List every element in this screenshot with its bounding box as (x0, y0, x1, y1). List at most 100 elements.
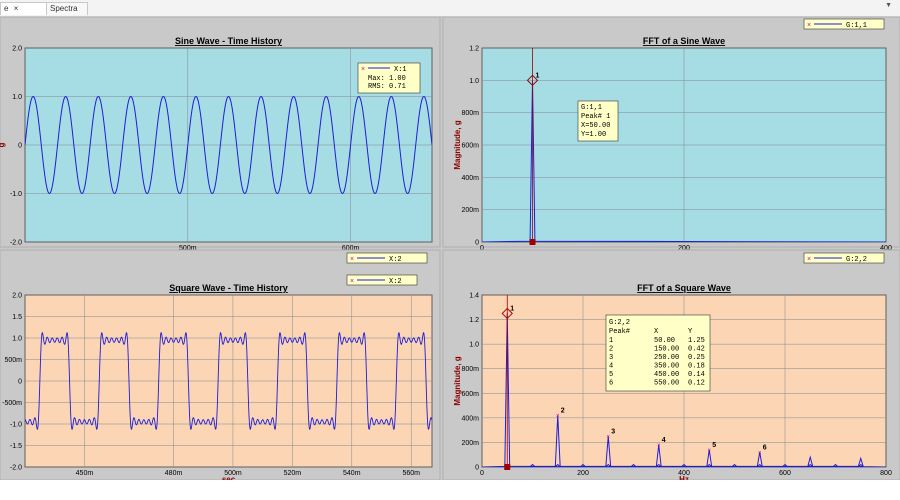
y-tick-label: 1.2 (469, 46, 479, 53)
x-tick-label: 400 (678, 470, 690, 477)
peak-marker-diamond (526, 74, 539, 87)
y-tick-label: 400m (461, 415, 479, 422)
y-tick-label: 200m (461, 207, 479, 214)
plot-content (482, 295, 886, 467)
legend: × G:1,1 (803, 18, 885, 30)
peak-table-bg (605, 314, 711, 392)
legend-marker: × (350, 278, 354, 285)
stats-line: RMS: 0.71 (368, 83, 406, 91)
legend-marker: × (807, 22, 811, 29)
y-axis-label: Magnitude, g (453, 120, 462, 169)
peak-label: 6 (763, 444, 767, 451)
plot-content (25, 95, 432, 195)
legend-box (346, 252, 428, 264)
peak-table-cell: 1 (609, 337, 613, 345)
peak-marker-star: × (657, 443, 661, 449)
legend-box (803, 252, 885, 264)
plot-content (482, 48, 886, 242)
legend-label: X:2 (389, 278, 402, 286)
charts-canvas: Sine Wave - Time History 2.0 1.0 0 -1.0 -2.0 5… (0, 16, 900, 484)
y-tick-label: 800m (461, 366, 479, 373)
peak-table-header: X (654, 328, 659, 336)
bottom-strip (0, 480, 900, 500)
peak-marker-star: × (707, 448, 711, 454)
x-tick-label: 0 (480, 245, 484, 252)
chart-panel-1: Sine Wave - Time History 2.0 1.0 0 -1.0 -2.0 5… (0, 16, 441, 259)
peak-table-header: Y (688, 328, 693, 336)
plot-grid: Sine Wave - Time History 2.0 1.0 0 -1.0 -2.0 5… (0, 16, 900, 484)
close-icon[interactable]: × (13, 4, 19, 13)
cursor-handle (529, 239, 536, 245)
y-tick-label: 200m (461, 440, 479, 447)
x-tick-label: 800 (880, 470, 892, 477)
stats-line: Max: 1.00 (368, 75, 406, 83)
peak-table-cell: 550.00 (654, 380, 679, 388)
peak-note-line: X=50.00 (581, 122, 610, 130)
chart-title: Square Wave - Time History (169, 283, 288, 293)
legend-box (803, 18, 885, 30)
spectrum-trace (482, 313, 886, 467)
peak-table-cell: 0.25 (688, 354, 705, 362)
legend-label: X:2 (389, 256, 402, 264)
y-tick-label: -2.0 (10, 465, 22, 472)
y-tick-label: -1.0 (10, 422, 22, 429)
peak-table-header: Peak# (609, 328, 630, 336)
tab-bar: e × Spectra ▼ (0, 0, 900, 17)
x-tick-label: 540m (343, 470, 361, 477)
peak-marker-star: × (556, 413, 560, 419)
cursor-handle (504, 464, 511, 470)
legend-marker: × (361, 66, 365, 73)
peak-table-cell: 350.00 (654, 363, 679, 371)
peak-marker-diamond (501, 307, 513, 320)
peak-table-cell: 6 (609, 380, 613, 388)
legend-marker: × (350, 256, 354, 263)
peak-table-cell: 5 (609, 371, 613, 379)
tab-time[interactable]: e × (0, 2, 52, 15)
peak-table-cell: 0.14 (688, 371, 705, 379)
legend: × G:2,2 (803, 252, 885, 264)
peak-table-cell: 2 (609, 346, 613, 354)
y-tick-label: 1.0 (469, 342, 479, 349)
peak-label: 3 (611, 428, 615, 435)
legend-label: X:1 (394, 66, 407, 74)
y-tick-label: 600m (461, 143, 479, 150)
x-tick-label: 480m (165, 470, 183, 477)
plot-content (25, 331, 432, 431)
y-tick-label: -500m (2, 400, 22, 407)
peak-label: 5 (712, 442, 716, 449)
peak-note-line: Peak# 1 (581, 113, 610, 121)
y-axis-label: g (0, 142, 6, 147)
chart-title: FFT of a Sine Wave (643, 36, 725, 46)
y-tick-label: 1.5 (12, 314, 22, 321)
peak-table-cell: 150.00 (654, 346, 679, 354)
tab-spectra[interactable]: Spectra (46, 2, 88, 15)
y-tick-label: 0 (18, 379, 22, 386)
legend-marker: × (807, 256, 811, 263)
y-tick-label: -1.0 (10, 191, 22, 198)
peak-table-cell: 50.00 (654, 337, 675, 345)
x-tick-label: 0 (480, 470, 484, 477)
chart-panel-3: Square Wave - Time History 2.0 1.5 1.0 500m 0… (0, 249, 441, 484)
y-tick-label: 2.0 (12, 46, 22, 53)
peak-table-cell: 450.00 (654, 371, 679, 379)
peak-note-line: Y=1.00 (581, 131, 606, 139)
legend-label: G:2,2 (846, 256, 867, 264)
x-tick-label: 600 (779, 470, 791, 477)
legend-label: G:1,1 (846, 22, 867, 30)
legend: × X:2 (346, 274, 418, 286)
y-tick-label: 0 (18, 143, 22, 150)
y-tick-label: 0 (475, 240, 479, 247)
peak-note-line: G:1,1 (581, 104, 602, 112)
peak-table-cell: 3 (609, 354, 613, 362)
y-tick-label: 0 (475, 465, 479, 472)
peak-table-cell: 0.12 (688, 380, 705, 388)
y-tick-label: 2.0 (12, 293, 22, 300)
x-axis-label: sec (222, 475, 236, 480)
chart-panel-4: FFT of a Square Wave1.41.21.0800m600m400… (442, 249, 900, 484)
peak-table-title: G:2,2 (609, 319, 630, 327)
chart-title: Sine Wave - Time History (175, 36, 282, 46)
chevron-down-icon[interactable]: ▼ (885, 2, 892, 9)
y-tick-label: 1.0 (12, 94, 22, 101)
